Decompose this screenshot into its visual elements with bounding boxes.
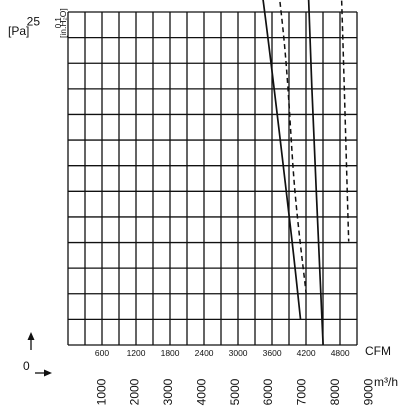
series-curve-1 [307, 0, 324, 346]
series-layer [262, 0, 350, 346]
x-tick-cfm: 3600 [263, 348, 282, 358]
x-tick-cfm: 1800 [161, 348, 180, 358]
origin-label: 0 [23, 359, 30, 373]
x-tick-cfm: 2400 [195, 348, 214, 358]
grid [67, 11, 358, 346]
x-tick-cfm: 4200 [297, 348, 316, 358]
x-tick-cfm: 4800 [331, 348, 350, 358]
x-tick-m3h: 4000 [194, 378, 208, 405]
x-tick-cfm: 600 [95, 348, 109, 358]
y-tick-pa: 25 [27, 15, 41, 29]
x-tick-cfm: 3000 [229, 348, 248, 358]
x-tick-m3h: 2000 [128, 378, 142, 405]
y-tick-inh2o: 0.1 [54, 17, 63, 29]
x-tick-m3h: 3000 [161, 378, 175, 405]
series-curve-3 [262, 0, 302, 320]
x-tick-m3h: 9000 [361, 378, 375, 405]
x-tick-m3h: 8000 [328, 378, 342, 405]
x-tick-m3h: 7000 [295, 378, 309, 405]
x-tick-m3h: 5000 [228, 378, 242, 405]
x-tick-m3h: 1000 [94, 378, 108, 405]
y-unit-inh2o-label: [in.H₂O] [58, 8, 68, 38]
y-unit-pa-label: [Pa] [8, 24, 29, 38]
y-axis-arrow [27, 332, 35, 350]
x-tick-m3h: 6000 [261, 378, 275, 405]
tick-labels: 2550751001251500.10.20.30.40.50.66001200… [27, 15, 376, 406]
x-axis-arrow [35, 369, 52, 377]
x-tick-cfm: 1200 [127, 348, 146, 358]
x-unit-m3h-label: m³/h [374, 375, 398, 389]
x-unit-cfm-label: CFM [365, 344, 391, 358]
